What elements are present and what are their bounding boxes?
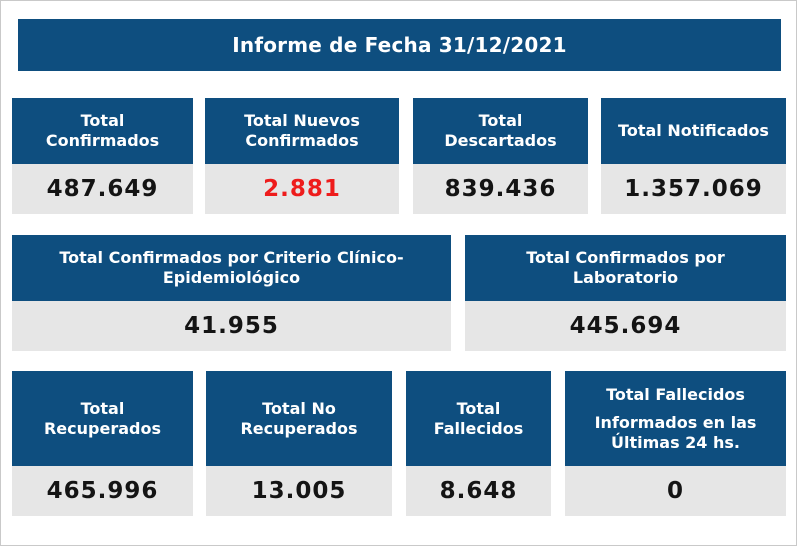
card-total-fallecidos: Total Fallecidos 8.648	[406, 371, 551, 516]
card-total-descartados: Total Descartados 839.436	[413, 98, 588, 214]
card-total-notificados: Total Notificados 1.357.069	[601, 98, 786, 214]
report-title: Informe de Fecha 31/12/2021	[232, 33, 567, 57]
card-label: Total Confirmados por Laboratorio	[526, 248, 725, 287]
card-value: 465.996	[12, 466, 193, 516]
card-sublabel: Informados en las Últimas 24 hs.	[594, 412, 757, 452]
card-total-confirmados: Total Confirmados 487.649	[12, 98, 193, 214]
card-total-nuevos-confirmados: Total Nuevos Confirmados 2.881	[205, 98, 399, 214]
card-criterio-clinico: Total Confirmados por Criterio Clínico- …	[12, 235, 451, 351]
card-label: Total Confirmados	[45, 111, 160, 150]
card-label: Total No Recuperados	[240, 398, 358, 438]
card-label: Total Notificados	[618, 121, 769, 140]
card-label: Total Recuperados	[43, 398, 161, 438]
card-label: Total Fallecidos	[433, 398, 524, 438]
card-value: 2.881	[205, 164, 399, 214]
card-value: 13.005	[206, 466, 392, 516]
card-value: 8.648	[406, 466, 551, 516]
card-label: Total Descartados	[444, 111, 557, 150]
card-value: 1.357.069	[601, 164, 786, 214]
card-fallecidos-24hs: Total Fallecidos Informados en las Últim…	[565, 371, 786, 516]
report-title-bar: Informe de Fecha 31/12/2021	[18, 19, 781, 71]
card-label: Total Nuevos Confirmados	[244, 111, 360, 150]
card-value: 41.955	[12, 301, 451, 351]
card-value: 0	[565, 466, 786, 516]
card-total-recuperados: Total Recuperados 465.996	[12, 371, 193, 516]
card-label: Total Fallecidos	[606, 384, 745, 404]
card-value: 839.436	[413, 164, 588, 214]
card-value: 445.694	[465, 301, 786, 351]
card-label: Total Confirmados por Criterio Clínico- …	[59, 248, 404, 287]
card-total-no-recuperados: Total No Recuperados 13.005	[206, 371, 392, 516]
card-laboratorio: Total Confirmados por Laboratorio 445.69…	[465, 235, 786, 351]
card-value: 487.649	[12, 164, 193, 214]
